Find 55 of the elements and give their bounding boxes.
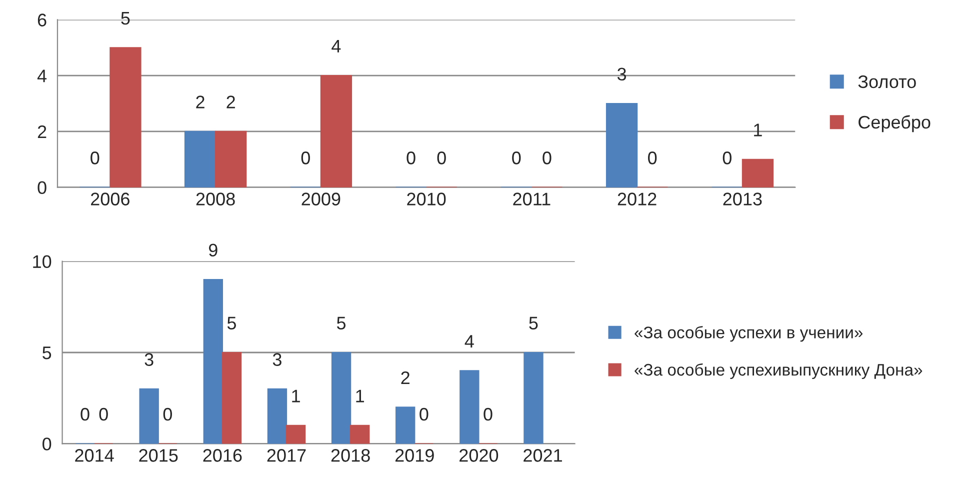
x-tick-label: 2016: [203, 449, 242, 462]
x-tick-label: 2011: [513, 192, 550, 206]
data-label: 0: [90, 152, 100, 164]
data-label: 2: [226, 96, 235, 108]
data-label: 0: [722, 152, 732, 164]
y-tick-label: 6: [38, 14, 46, 26]
y-tick-label: 2: [38, 125, 46, 138]
data-label: 0: [163, 408, 172, 421]
data-label: 0: [406, 152, 416, 164]
data-label: 5: [227, 316, 236, 330]
y-tick-label: 4: [37, 70, 47, 82]
data-label: 1: [292, 390, 300, 402]
data-label: 0: [99, 408, 108, 421]
data-label: 3: [272, 353, 282, 366]
x-tick-label: 2019: [395, 449, 434, 462]
data-label: 3: [617, 68, 626, 81]
x-tick-label: 2012: [618, 192, 656, 206]
y-tick-label: 5: [42, 346, 52, 360]
x-tick-label: 2009: [302, 192, 340, 206]
x-tick-label: 2010: [407, 192, 446, 206]
data-label: 4: [464, 335, 474, 348]
y-tick-label: 0: [42, 438, 52, 450]
legend-label: «За особые успехивыпускнику Дона»: [634, 363, 922, 380]
data-label: 2: [401, 371, 410, 384]
data-label: 0: [512, 152, 521, 164]
x-tick-label: 2008: [196, 192, 235, 206]
data-label: 0: [542, 152, 552, 164]
data-label: 1: [356, 390, 364, 402]
x-tick-label: 2018: [331, 449, 370, 462]
x-tick-label: 2017: [267, 449, 306, 462]
data-label: 0: [80, 408, 90, 421]
legend-label: «За особые успехи в учении»: [634, 326, 863, 342]
data-label: 0: [301, 152, 310, 164]
legend-label: Серебро: [858, 115, 930, 132]
data-label: 1: [754, 124, 762, 136]
y-tick-label: 0: [38, 181, 46, 194]
data-label: 3: [144, 353, 154, 366]
data-label: 4: [332, 40, 341, 52]
data-label: 2: [196, 96, 204, 108]
x-tick-label: 2006: [90, 192, 130, 206]
y-tick-label: 10: [33, 255, 52, 268]
data-label: 0: [420, 408, 428, 421]
data-label: 9: [208, 244, 218, 257]
data-label: 5: [529, 316, 538, 330]
data-label: 5: [336, 316, 346, 330]
data-label: 0: [484, 408, 492, 421]
x-tick-label: 2014: [75, 449, 114, 462]
x-tick-label: 2015: [139, 449, 178, 462]
data-label: 0: [437, 152, 446, 164]
x-tick-label: 2020: [460, 449, 498, 462]
legend-label: Золото: [858, 75, 916, 88]
x-tick-label: 2021: [524, 449, 562, 462]
data-label: 5: [121, 12, 130, 25]
x-tick-label: 2013: [723, 192, 762, 206]
data-label: 0: [648, 152, 657, 164]
